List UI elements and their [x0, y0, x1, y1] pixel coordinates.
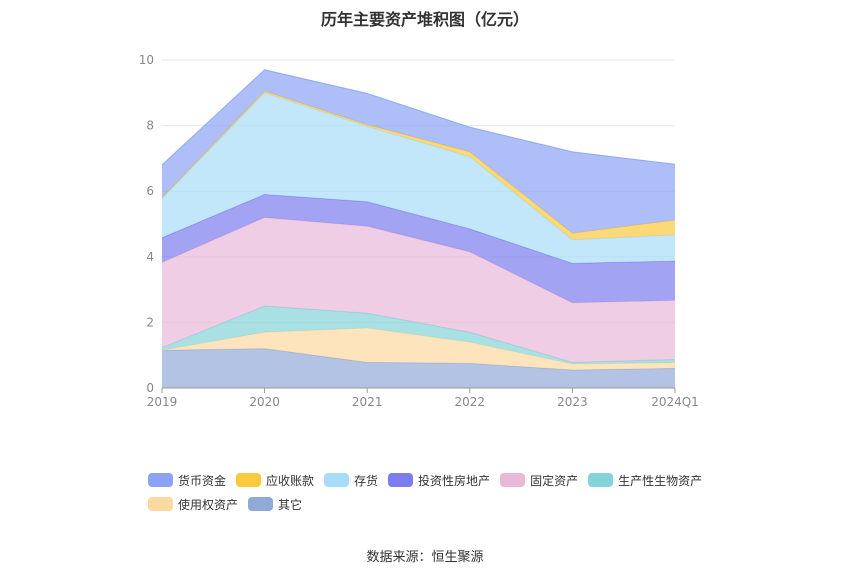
area-series-7	[162, 69, 675, 234]
x-tick-label: 2024Q1	[651, 395, 699, 409]
legend-swatch	[588, 473, 614, 487]
legend-swatch	[236, 473, 262, 487]
legend-item[interactable]: 货币资金	[148, 472, 226, 488]
legend-swatch	[148, 473, 173, 487]
legend-label: 货币资金	[178, 473, 227, 488]
y-tick-label: 6	[146, 184, 154, 198]
legend-label: 使用权资产	[178, 497, 239, 512]
area-line-7	[161, 69, 676, 166]
stacked-area-chart: 0 2 4 6 8 10 2019 2020 2021 2022 2023 2024Q1	[139, 53, 699, 409]
legend-item[interactable]: 应收账款	[236, 472, 314, 488]
legend-swatch	[148, 497, 173, 511]
x-tick-label: 2021	[352, 395, 383, 409]
legend-item[interactable]: 使用权资产	[148, 496, 238, 512]
x-tick-label: 2023	[557, 395, 588, 409]
chart-title: 历年主要资产堆积图（亿元）	[320, 10, 529, 29]
area-series-3	[162, 217, 675, 363]
legend-item[interactable]: 其它	[248, 496, 302, 512]
legend-label: 固定资产	[530, 473, 579, 488]
area-series-0	[162, 348, 675, 388]
legend-item[interactable]: 存货	[324, 472, 378, 488]
legend-label: 投资性房地产	[418, 473, 491, 488]
y-tick-label: 4	[146, 250, 154, 264]
y-tick-label: 8	[146, 119, 154, 133]
legend-swatch	[500, 473, 526, 487]
legend-swatch	[324, 473, 350, 487]
source-note: 数据来源：恒生聚源	[366, 550, 484, 565]
y-tick-label: 2	[146, 315, 154, 329]
legend-item[interactable]: 投资性房地产	[388, 472, 490, 488]
legend: 货币资金 应收账款 存货 投资性房地产 固定资产 生产性生物资产使用权资产 其它	[148, 472, 728, 520]
legend-label: 应收账款	[266, 473, 315, 488]
legend-swatch	[248, 497, 274, 511]
area-series-1	[162, 327, 675, 370]
area-series-5	[162, 92, 675, 264]
y-tick-label: 10	[139, 53, 154, 67]
legend-label: 生产性生物资产	[618, 473, 703, 488]
axis-layer: 0 2 4 6 8 10 2019 2020 2021 2022 2023 2024Q1	[139, 53, 699, 409]
legend-item[interactable]: 生产性生物资产	[588, 472, 702, 488]
x-tick-label: 2020	[249, 395, 280, 409]
y-tick-label: 0	[146, 381, 154, 395]
area-layer	[161, 69, 676, 388]
legend-item[interactable]: 固定资产	[500, 472, 578, 488]
legend-label: 存货	[354, 473, 379, 488]
x-tick-label: 2022	[455, 395, 486, 409]
legend-label: 其它	[278, 497, 303, 512]
area-line-1	[161, 327, 676, 365]
area-series-2	[162, 306, 675, 365]
x-tick-label: 2019	[147, 395, 178, 409]
legend-swatch	[388, 473, 414, 487]
area-series-4	[162, 194, 675, 303]
